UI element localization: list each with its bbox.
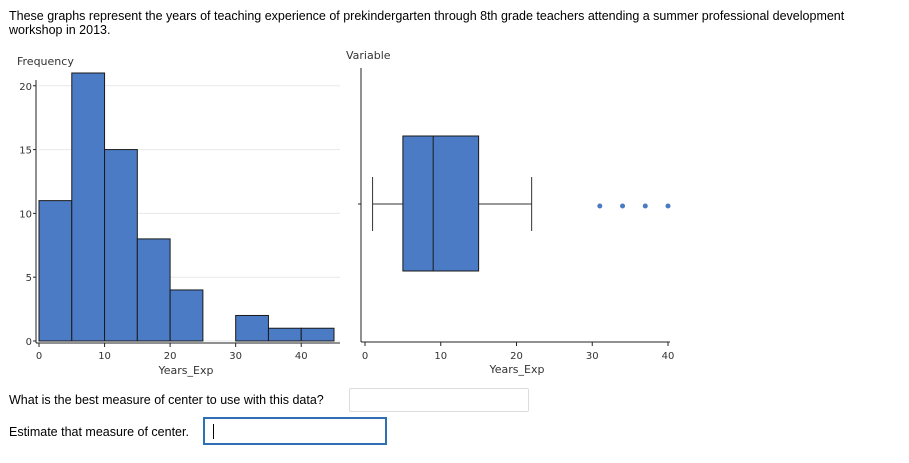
- histogram-y-tick-label: 0: [26, 337, 32, 348]
- boxplot-outlier-point: [620, 203, 626, 209]
- histogram-x-tick-label: 0: [36, 351, 42, 362]
- estimate-input[interactable]: [203, 417, 387, 445]
- histogram-x-tick-label: 30: [229, 351, 242, 362]
- histogram-bars: [38, 72, 335, 342]
- question-1-text: What is the best measure of center to us…: [9, 393, 324, 407]
- intro-text: These graphs represent the years of teac…: [9, 9, 845, 37]
- boxplot-outlier-point: [597, 203, 603, 209]
- histogram-y-tick-label: 5: [26, 273, 32, 284]
- text-caret: [213, 424, 214, 439]
- histogram-y-tick-label: 20: [19, 82, 32, 93]
- histogram-x-axis-label: Years_Exp: [158, 364, 214, 377]
- histogram-bar: [300, 327, 335, 342]
- measure-of-center-select[interactable]: [349, 388, 529, 412]
- boxplot-iqr-box: [402, 135, 480, 272]
- histogram-axes: 0 5 10 15 20 0 10 20 30 40: [19, 80, 340, 362]
- boxplot-x-axis-label: Years_Exp: [489, 363, 545, 376]
- histogram-y-tick-label: 10: [19, 209, 32, 220]
- histogram-bar: [104, 149, 138, 342]
- histogram-x-tick-label: 20: [164, 351, 177, 362]
- histogram-bar: [169, 289, 204, 342]
- boxplot-x-tick-label: 20: [510, 351, 523, 362]
- boxplot-x-tick-label: 10: [434, 351, 447, 362]
- histogram-x-tick-label: 40: [295, 351, 308, 362]
- boxplot-axes: 0 10 20 30 40: [358, 68, 674, 362]
- boxplot-x-tick-label: 30: [586, 351, 599, 362]
- boxplot-outlier-point: [642, 203, 648, 209]
- histogram-x-tick-label: 10: [98, 351, 111, 362]
- histogram-y-axis-label: Frequency: [17, 55, 74, 68]
- histogram-y-tick-label: 15: [19, 146, 32, 157]
- histogram-bar: [71, 72, 106, 342]
- question-2-text: Estimate that measure of center.: [9, 425, 189, 439]
- boxplot-title: Variable: [346, 49, 391, 62]
- boxplot-box: [372, 135, 533, 272]
- boxplot-x-tick-label: 0: [362, 351, 368, 362]
- boxplot-outlier-point: [665, 203, 671, 209]
- histogram-bar: [38, 200, 73, 342]
- boxplot-outliers: [597, 203, 671, 209]
- boxplot-x-tick-label: 40: [662, 351, 675, 362]
